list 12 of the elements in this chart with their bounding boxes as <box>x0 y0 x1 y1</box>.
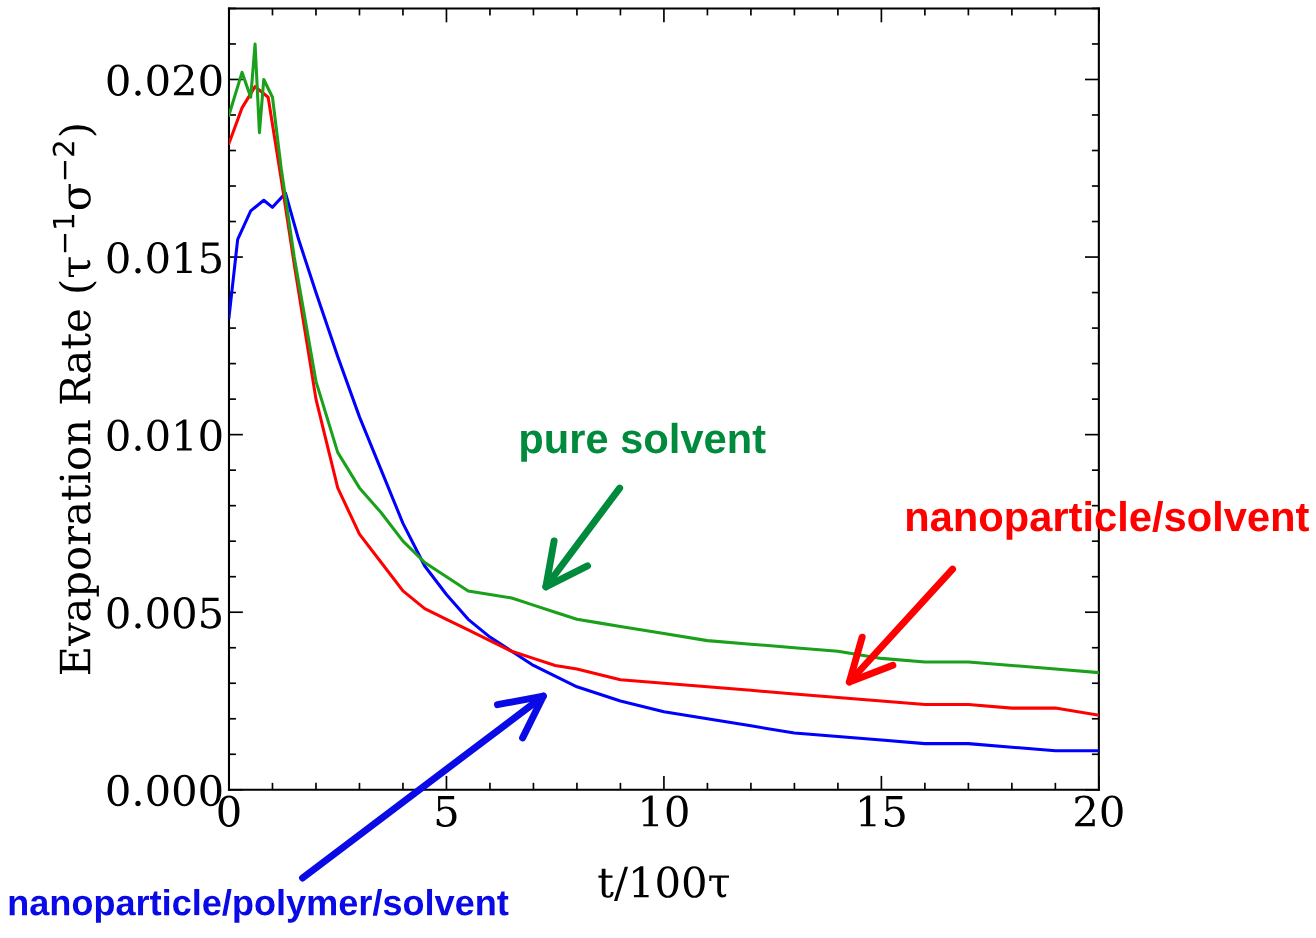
annotation: pure solvent <box>521 422 766 462</box>
y-tick-label: 0.020 <box>107 64 222 96</box>
x-tick-label: 10 <box>642 795 688 827</box>
y-axis-title: Evaporation Rate (τ$^{−1}$σ$^{−2}$) <box>52 125 99 675</box>
y-tick-label: 0.005 <box>107 597 221 629</box>
text: nanoparticle/polymer/solvent <box>9 888 509 923</box>
x-tick-label: 20 <box>1075 795 1123 827</box>
x-axis-title: t/100τ <box>598 866 730 902</box>
x-tick-label: 5 <box>436 795 457 827</box>
x-tick-label: 15 <box>859 795 905 827</box>
y-tick-label: 0.015 <box>107 241 221 274</box>
y-tick-label: 0.010 <box>107 419 222 452</box>
